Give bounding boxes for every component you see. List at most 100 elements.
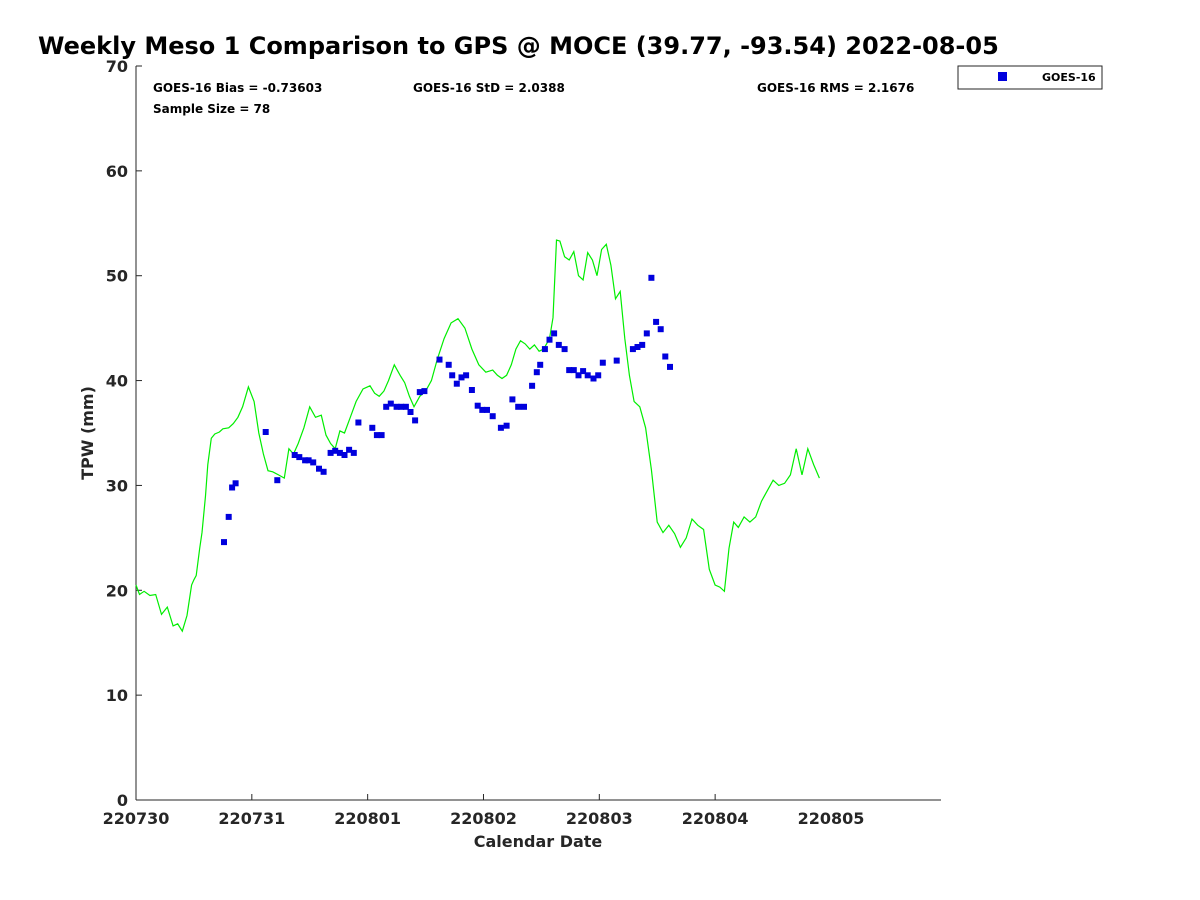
y-tick-label: 10 (106, 686, 128, 705)
goes16-point (613, 357, 620, 364)
goes16-point (355, 419, 362, 426)
gps-series (135, 239, 820, 633)
goes16-point (537, 361, 544, 368)
y-axis-label: TPW (mm) (78, 386, 97, 480)
goes16-point (648, 274, 655, 281)
goes16-point (332, 447, 339, 454)
chart-title: Weekly Meso 1 Comparison to GPS @ MOCE (… (38, 32, 999, 60)
goes16-point (584, 372, 591, 379)
goes16-point (302, 457, 309, 464)
legend-marker-goes16 (998, 72, 1007, 81)
goes16-point (378, 432, 385, 439)
goes16-point (369, 424, 376, 431)
statistics-annotations: GOES-16 Bias = -0.73603 GOES-16 StD = 2.… (153, 81, 914, 116)
goes16-point (575, 372, 582, 379)
goes16-point (373, 432, 380, 439)
goes16-point (310, 459, 317, 466)
y-tick-label: 20 (106, 581, 128, 600)
goes16-point (393, 403, 400, 410)
legend-box (957, 65, 1103, 90)
y-tick-label: 0 (117, 791, 128, 810)
goes16-point (296, 454, 303, 461)
y-tick-label: 30 (106, 476, 128, 495)
goes16-point (515, 403, 522, 410)
goes16-point (398, 403, 405, 410)
goes16-point (320, 468, 327, 475)
goes16-point (629, 346, 636, 353)
sample-size-annotation: Sample Size = 78 (153, 102, 270, 116)
std-annotation: GOES-16 StD = 2.0388 (413, 81, 565, 95)
goes16-point (474, 402, 481, 409)
goes16-series (221, 274, 673, 546)
goes16-point (407, 409, 414, 415)
goes16-point (436, 356, 443, 363)
goes16-point (350, 449, 357, 456)
x-tick-label: 220805 (798, 809, 865, 828)
goes16-point (458, 374, 465, 381)
y-tick-label: 60 (106, 162, 128, 181)
goes16-point (229, 484, 236, 491)
goes16-point (421, 388, 428, 395)
goes16-point (662, 353, 669, 360)
goes16-point (225, 513, 232, 520)
goes16-point (561, 346, 568, 353)
bias-annotation: GOES-16 Bias = -0.73603 (153, 81, 322, 95)
goes16-point (484, 406, 490, 413)
goes16-point (416, 389, 423, 396)
x-tick-label: 220802 (450, 809, 517, 828)
goes16-point (453, 380, 460, 387)
goes16-point (555, 341, 562, 348)
x-tick-label: 220801 (334, 809, 401, 828)
legend: GOES-16 (957, 65, 1103, 90)
goes16-point (533, 369, 540, 376)
goes16-point (521, 403, 527, 410)
y-tick-label: 40 (106, 372, 128, 391)
x-axis-ticks: 220730 220731 220801 220802 220803 220804 2208… (103, 794, 865, 828)
rms-annotation: GOES-16 RMS = 2.1676 (757, 81, 914, 95)
goes16-point (412, 417, 419, 424)
goes16-point (599, 359, 606, 366)
goes16-point (336, 449, 343, 456)
goes16-point (489, 413, 496, 420)
goes16-point (570, 367, 577, 374)
goes16-point (341, 452, 348, 458)
y-tick-label: 70 (106, 57, 128, 76)
goes16-point (551, 330, 558, 337)
x-axis-label: Calendar Date (474, 832, 603, 851)
goes16-point (595, 372, 602, 379)
goes16-point (667, 363, 673, 370)
goes16-point (546, 336, 553, 343)
x-tick-label: 220803 (566, 809, 633, 828)
goes16-point (327, 449, 334, 456)
x-tick-label: 220731 (218, 809, 285, 828)
goes16-point (497, 424, 504, 431)
goes16-point (262, 429, 269, 435)
goes16-point (445, 361, 452, 368)
goes16-point (316, 465, 322, 472)
x-tick-label: 220730 (103, 809, 170, 828)
x-tick-label: 220804 (682, 809, 749, 828)
goes16-point (643, 330, 650, 337)
y-tick-label: 50 (106, 267, 128, 286)
goes16-point (529, 382, 536, 389)
goes16-point (580, 368, 587, 375)
plot-frame (135, 66, 941, 801)
goes16-point (468, 387, 475, 393)
goes16-point (657, 326, 664, 333)
goes16-point (387, 400, 394, 407)
goes16-point (479, 406, 486, 413)
goes16-point (541, 346, 548, 353)
goes16-point (274, 477, 281, 484)
goes16-point (402, 403, 409, 410)
goes16-point (463, 372, 470, 379)
y-axis-ticks: 0 10 20 30 40 50 60 70 (106, 57, 142, 810)
goes16-point (346, 446, 353, 453)
goes16-point (503, 422, 510, 429)
goes16-point (639, 341, 646, 348)
goes16-point (653, 318, 660, 325)
goes16-point (383, 403, 390, 410)
goes16-point (634, 344, 641, 350)
goes16-point (221, 539, 227, 546)
gps-line (135, 239, 820, 633)
